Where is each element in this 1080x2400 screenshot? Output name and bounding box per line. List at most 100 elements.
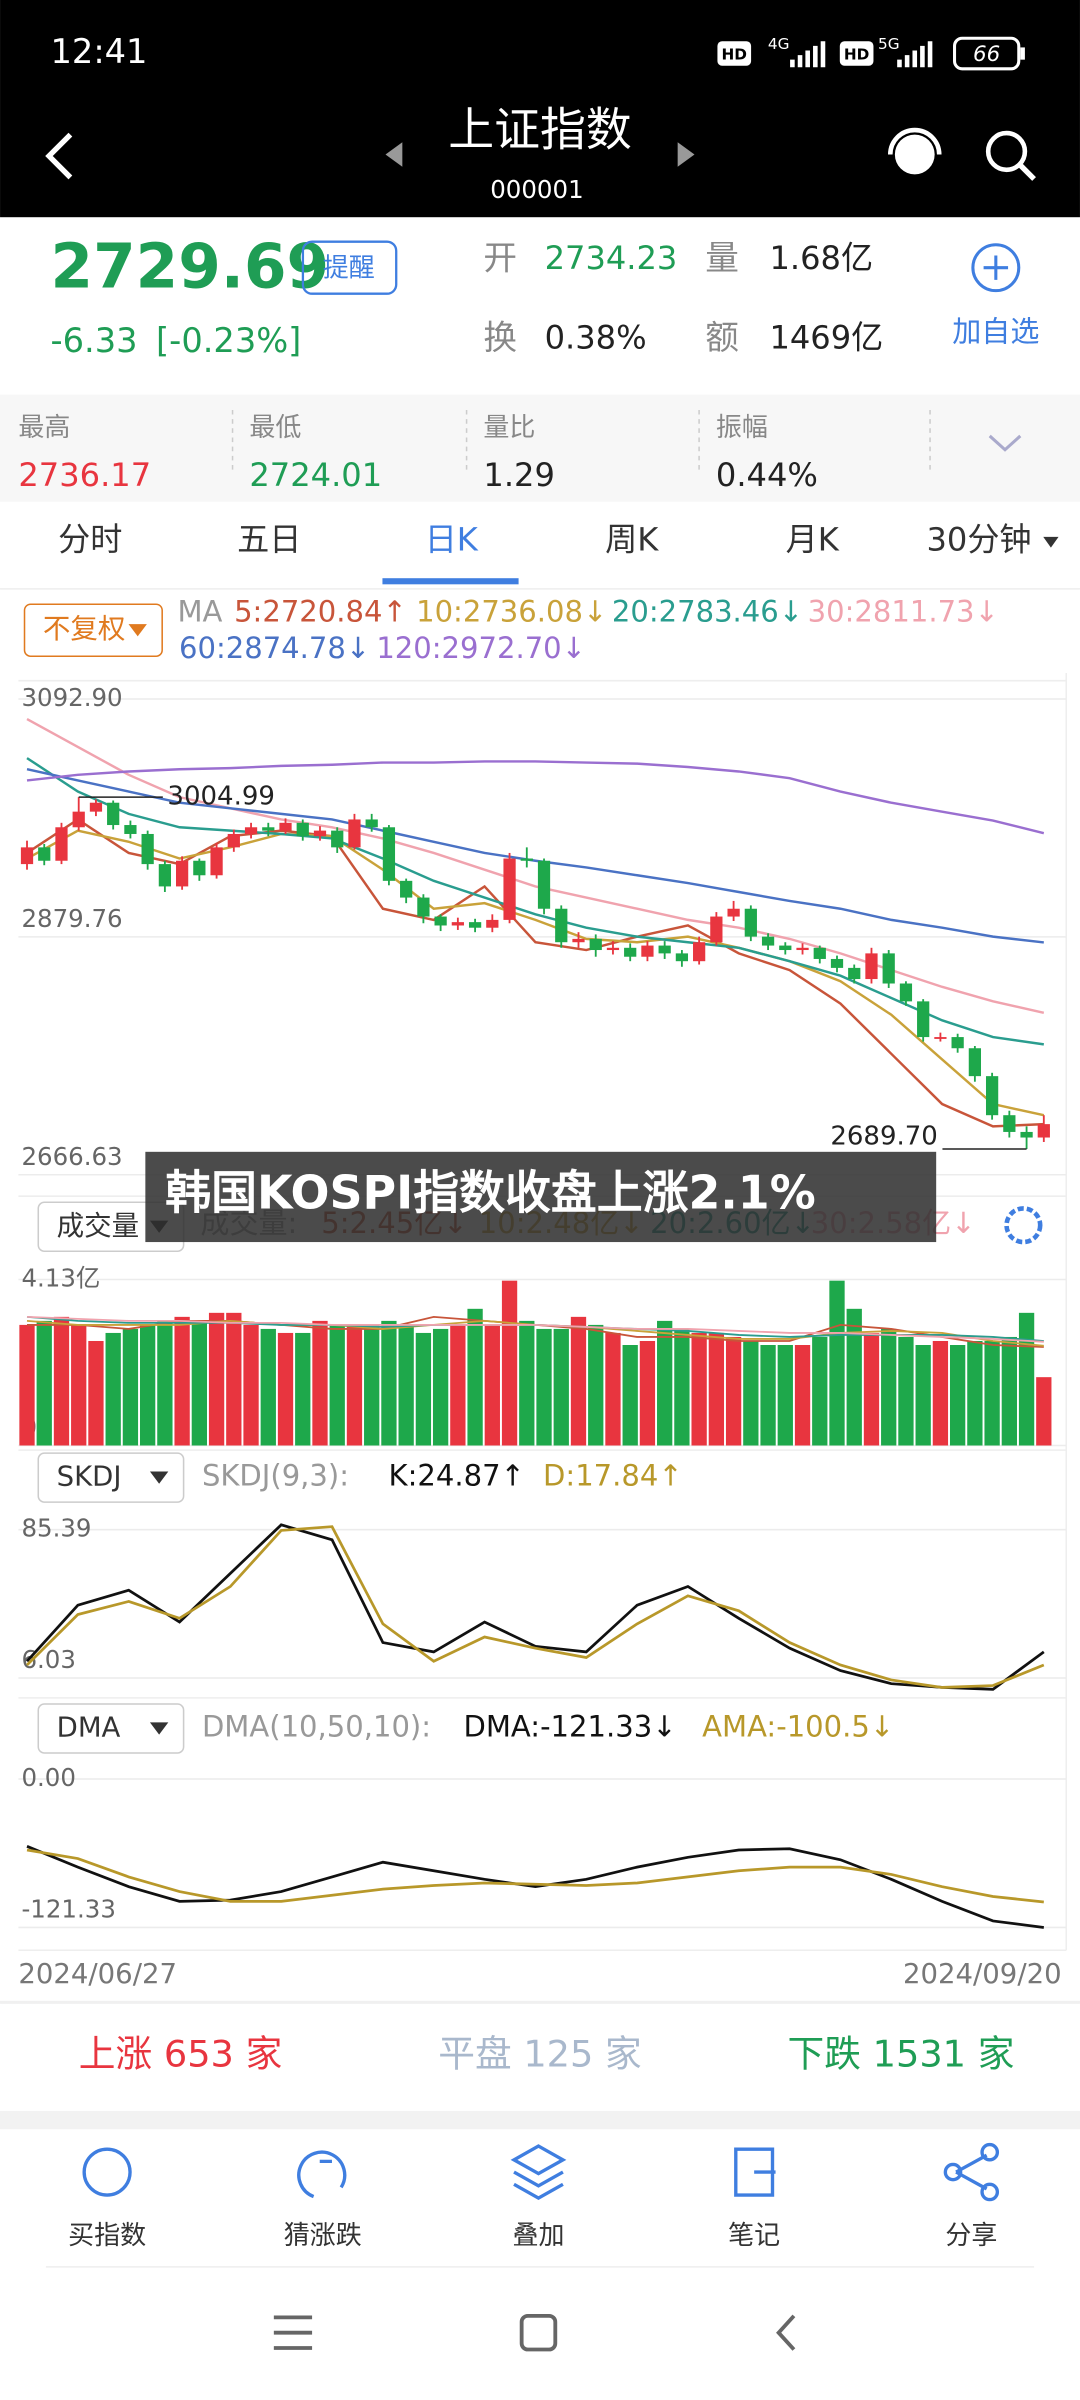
nav-icon[interactable]: [980, 2142, 1000, 2162]
nav-label[interactable]: 笔记: [728, 2221, 780, 2251]
candle-body: [624, 947, 637, 957]
nav-icon[interactable]: [980, 2182, 1000, 2202]
indicator-button[interactable]: [23, 603, 163, 657]
indicator-button-text[interactable]: 成交量: [57, 1210, 140, 1242]
back-nav-button[interactable]: [776, 2314, 796, 2351]
nav-label[interactable]: 叠加: [512, 2221, 564, 2251]
tab[interactable]: 五日: [237, 520, 301, 558]
next-index[interactable]: [677, 142, 695, 167]
volume-bar: [915, 1345, 931, 1446]
volume-bar: [812, 1336, 828, 1446]
legend-entry: 120:2972.70↓: [376, 631, 586, 665]
candle-body: [520, 858, 533, 861]
unchanged: 平盘 125 家: [438, 2032, 642, 2075]
stat-value: 1.68亿: [769, 239, 873, 277]
y-tick-label: 2879.76: [21, 904, 122, 933]
battery-tip: [1020, 47, 1025, 60]
start-date: 2024/06/27: [18, 1958, 177, 1990]
header-title: 上证指数: [448, 103, 632, 157]
alert-button[interactable]: [301, 240, 398, 295]
add-watchlist-icon[interactable]: [971, 243, 1021, 293]
tab[interactable]: 周K: [605, 520, 659, 558]
dropdown-caret[interactable]: [149, 1722, 169, 1735]
alert-text[interactable]: 提醒: [323, 254, 375, 284]
tab-dropdown[interactable]: [1043, 536, 1059, 548]
nav-label[interactable]: 分享: [945, 2221, 997, 2251]
candle-body: [296, 822, 309, 837]
indicator-line: [26, 768, 1044, 944]
candle-body: [20, 847, 34, 865]
candle-body: [1020, 1131, 1033, 1138]
nav-icon[interactable]: [943, 2162, 963, 2182]
dropdown-caret[interactable]: [149, 1471, 169, 1484]
home-button[interactable]: [519, 2313, 558, 2352]
battery-level: 66: [973, 42, 1000, 67]
indicator-button-text[interactable]: 不复权: [43, 613, 126, 645]
search-icon[interactable]: [985, 130, 1036, 181]
indicator-button-text[interactable]: SKDJ: [57, 1461, 122, 1493]
candle-body: [641, 945, 654, 957]
candle-body: [175, 860, 189, 887]
y-tick-label: 2666.63: [21, 1142, 122, 1171]
signal: [790, 41, 826, 68]
news-banner[interactable]: 韩国KOSPI指数收盘上涨2.1%: [145, 1151, 937, 1243]
back-button[interactable]: [45, 132, 73, 180]
summary-label: 最低: [249, 413, 301, 443]
volume-bar: [553, 1328, 569, 1446]
indicator-line: [26, 1315, 1044, 1343]
nav-label[interactable]: 买指数: [68, 2221, 146, 2251]
volume-bar: [36, 1320, 52, 1446]
indicator-button-text[interactable]: DMA: [57, 1711, 121, 1743]
tab[interactable]: 分时: [58, 520, 122, 558]
tab[interactable]: 30分钟: [926, 520, 1031, 558]
volume-bar: [863, 1332, 880, 1446]
advancers: 上涨 653 家: [79, 2032, 283, 2075]
banner-text[interactable]: 韩国KOSPI指数收盘上涨2.1%: [165, 1166, 815, 1220]
volume-bar: [226, 1312, 242, 1446]
candle-body: [606, 947, 620, 951]
candle-body: [55, 827, 68, 861]
nav-icon[interactable]: [297, 2150, 347, 2199]
legend-title: DMA(10,50,10):: [202, 1709, 431, 1743]
add-watchlist[interactable]: 加自选: [952, 314, 1039, 348]
battery: [953, 36, 1021, 71]
volume-bar: [725, 1336, 742, 1446]
y-tick-label: 85.39: [21, 1514, 91, 1543]
volume-bar: [122, 1328, 139, 1446]
menu-button[interactable]: [273, 2315, 313, 2350]
indicator-button[interactable]: [37, 1452, 185, 1503]
indicator-button[interactable]: [37, 1703, 185, 1754]
tab[interactable]: 月K: [786, 520, 840, 558]
stat-value: 0.38%: [545, 319, 647, 357]
volume-bar: [467, 1308, 483, 1446]
dropdown-caret[interactable]: [128, 624, 147, 637]
prev-index[interactable]: [385, 142, 403, 167]
volume-bar: [949, 1345, 966, 1446]
legend-entry: 30:2811.73↓: [808, 594, 999, 628]
nav-icon[interactable]: [734, 2147, 776, 2197]
volume-bar: [208, 1312, 225, 1446]
volume-bar: [829, 1280, 845, 1446]
nav-label[interactable]: 猜涨跌: [284, 2221, 362, 2251]
nav-icon[interactable]: [82, 2147, 132, 2197]
candle-body: [589, 938, 602, 951]
service-icon[interactable]: [887, 127, 942, 175]
y-tick-label: 4.13亿: [21, 1263, 100, 1292]
volume-bar: [708, 1332, 725, 1446]
expand-button[interactable]: [988, 434, 1022, 452]
settings-icon[interactable]: [1004, 1206, 1043, 1245]
y-tick-label: 3092.90: [21, 683, 122, 712]
volume-bar: [191, 1320, 207, 1446]
tab[interactable]: 日K: [425, 520, 479, 558]
volume-bar: [881, 1328, 897, 1446]
volume-bar: [105, 1332, 121, 1446]
change: -6.33: [51, 321, 138, 360]
summary-value: 2724.01: [249, 456, 382, 494]
candle-body: [1037, 1124, 1050, 1138]
candle-body: [813, 947, 826, 959]
candle-body: [761, 936, 775, 946]
volume-bar: [846, 1308, 862, 1446]
tabs: 分时 五日 日K 周K 月K 30分钟: [58, 520, 1031, 558]
nav-icon[interactable]: [510, 2144, 567, 2201]
candle-body: [365, 819, 378, 828]
